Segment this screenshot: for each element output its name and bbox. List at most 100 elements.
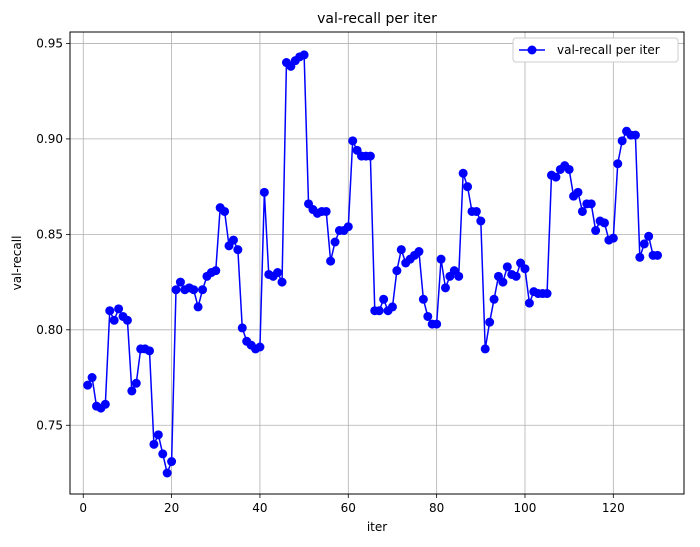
data-point — [617, 136, 627, 146]
data-point — [653, 250, 662, 260]
data-point — [87, 373, 97, 383]
data-point — [418, 294, 428, 304]
data-point — [83, 380, 93, 390]
y-tick-label: 0.85 — [36, 227, 63, 241]
data-point — [330, 237, 340, 247]
data-point — [613, 159, 623, 169]
data-point — [639, 239, 649, 249]
axes: 0 20 40 60 80 100 120 0.75 0.80 0.85 0.90 0.95 — [36, 36, 624, 515]
data-point — [299, 50, 309, 60]
data-point — [220, 206, 230, 216]
data-point — [348, 136, 358, 146]
data-point — [277, 277, 287, 287]
data-point — [149, 439, 159, 449]
data-point — [520, 264, 530, 274]
legend-marker-swatch — [527, 45, 537, 55]
data-point — [114, 304, 124, 314]
data-point — [153, 430, 163, 440]
data-point — [608, 233, 618, 243]
y-tick-label: 0.90 — [36, 132, 63, 146]
data-point — [237, 323, 247, 333]
data-point — [564, 164, 574, 174]
data-point — [259, 187, 269, 197]
legend-box — [512, 37, 679, 63]
y-tick-label: 0.75 — [36, 418, 63, 432]
data-point — [122, 315, 132, 325]
data-point — [630, 130, 640, 140]
data-point — [392, 266, 402, 276]
data-point — [158, 449, 168, 459]
data-point — [423, 311, 433, 321]
x-tick-label: 40 — [252, 501, 267, 515]
data-point — [463, 182, 473, 192]
data-point — [387, 302, 397, 312]
data-point — [511, 271, 521, 281]
data-point — [193, 302, 203, 312]
data-point — [109, 315, 119, 325]
data-point — [599, 218, 609, 228]
data-point — [365, 151, 375, 161]
x-tick-label: 100 — [514, 501, 537, 515]
data-point — [175, 277, 185, 287]
y-axis-title: val-recall — [10, 236, 24, 291]
data-point — [454, 271, 464, 281]
x-tick-label: 20 — [164, 501, 179, 515]
data-point — [471, 206, 481, 216]
data-point — [591, 226, 601, 236]
data-point — [105, 306, 115, 316]
x-tick-label: 80 — [429, 501, 444, 515]
x-tick-label: 120 — [602, 501, 625, 515]
data-point — [343, 222, 353, 232]
legend-label: val-recall per iter — [557, 43, 660, 57]
data-point — [255, 342, 265, 352]
data-point — [198, 285, 208, 295]
data-point — [145, 346, 155, 356]
y-tick-label: 0.80 — [36, 323, 63, 337]
data-point — [162, 468, 172, 478]
data-point — [167, 457, 177, 467]
data-point — [498, 277, 508, 287]
x-tick-label: 0 — [79, 501, 87, 515]
data-point — [326, 256, 336, 266]
data-point — [100, 399, 110, 409]
data-point — [273, 268, 283, 278]
data-point — [131, 378, 141, 388]
data-point — [551, 172, 561, 182]
data-point — [440, 283, 450, 293]
data-point — [485, 317, 495, 327]
data-point — [414, 247, 424, 257]
data-point — [233, 245, 243, 255]
data-point — [211, 266, 221, 276]
data-point — [502, 262, 512, 272]
plot-frame — [69, 31, 685, 495]
data-point — [489, 294, 499, 304]
data-point — [573, 187, 583, 197]
data-point — [542, 289, 552, 299]
data-point — [458, 168, 468, 178]
data-point — [171, 285, 181, 295]
data-point — [396, 245, 406, 255]
data-point — [432, 319, 442, 329]
data-point — [127, 386, 137, 396]
x-axis-title: iter — [367, 520, 387, 534]
data-point — [577, 206, 587, 216]
data-point — [228, 235, 238, 245]
data-point — [436, 254, 446, 264]
data-point — [480, 344, 490, 354]
data-point — [586, 199, 596, 209]
chart-title: val-recall per iter — [317, 11, 437, 27]
legend: val-recall per iter — [512, 37, 679, 63]
data-point — [476, 216, 486, 226]
data-point — [189, 285, 199, 295]
data-point — [524, 298, 534, 308]
data-point — [379, 294, 389, 304]
data-point — [644, 231, 654, 241]
x-tick-label: 60 — [341, 501, 356, 515]
series-layer — [83, 50, 662, 478]
y-tick-label: 0.95 — [36, 36, 63, 50]
data-point — [321, 206, 331, 216]
data-point — [635, 252, 645, 262]
data-point — [374, 306, 384, 316]
